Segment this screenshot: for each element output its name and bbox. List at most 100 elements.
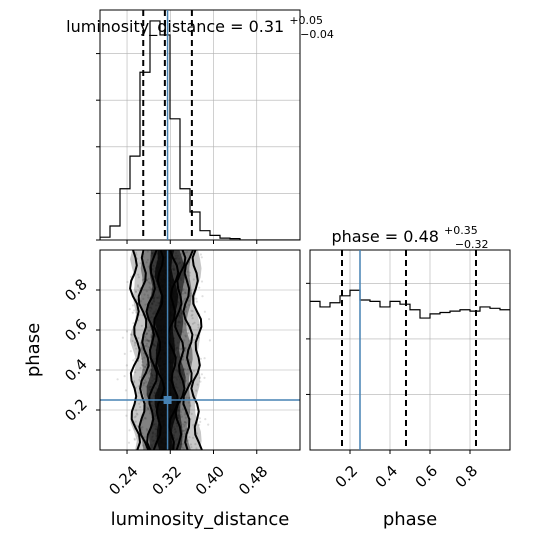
joint-sample-point <box>189 289 192 292</box>
joint-sample-point <box>188 303 191 307</box>
joint-sample-point <box>184 310 188 313</box>
joint-sample-point <box>149 333 153 337</box>
joint-sample-point <box>142 297 145 300</box>
joint-sample-point <box>127 441 131 444</box>
joint-sample-point <box>133 341 137 344</box>
joint-sample-point <box>146 258 149 261</box>
joint-sample-point <box>129 350 132 353</box>
joint-sample-point <box>187 439 190 442</box>
joint-sample-point <box>142 364 145 367</box>
joint-sample-point <box>195 300 198 303</box>
x-axis-label-luminosity-distance: luminosity_distance <box>111 509 290 530</box>
top-histogram-step <box>100 20 300 240</box>
joint-sample-point <box>183 298 186 301</box>
joint-sample-point <box>196 383 199 386</box>
joint-sample-point <box>145 428 148 431</box>
joint-contour-1-right <box>182 250 194 450</box>
joint-sample-point <box>191 317 194 320</box>
joint-contours <box>129 250 203 450</box>
joint-sample-point <box>190 309 193 312</box>
top-grid <box>100 10 300 240</box>
joint-sample-point <box>144 366 147 369</box>
joint-contour-1-left <box>137 250 150 450</box>
joint-sample-point <box>134 290 137 293</box>
joint-sample-point <box>145 344 148 347</box>
joint-sample-point <box>198 423 201 426</box>
joint-sample-point <box>137 285 140 288</box>
joint-sample-point <box>147 329 151 332</box>
title-minus: −0.04 <box>300 28 334 41</box>
joint-sample-point <box>141 360 144 364</box>
joint-sample-point <box>186 251 189 254</box>
joint-sample-point <box>194 333 197 336</box>
joint-grid <box>100 250 300 450</box>
joint-sample-point <box>148 369 151 373</box>
joint-sample-point <box>132 322 135 325</box>
joint-sample-point <box>124 389 127 392</box>
joint-sample-point <box>193 321 196 324</box>
joint-sample-point <box>182 429 185 432</box>
joint-sample-point <box>143 293 146 296</box>
joint-sample-point <box>184 290 187 293</box>
joint-sample-point <box>125 330 129 333</box>
joint-sample-point <box>147 346 150 349</box>
joint-sample-point <box>121 336 124 339</box>
joint-sample-point <box>184 429 187 432</box>
joint-sample-point <box>195 447 198 450</box>
joint-sample-point <box>139 300 142 303</box>
joint-sample-point <box>134 420 137 423</box>
joint-sample-point <box>134 290 138 293</box>
joint-sample-point <box>144 333 148 336</box>
joint-sample-point <box>142 368 145 371</box>
joint-sample-point <box>149 412 152 415</box>
phase-title: phase = 0.48 +0.35 −0.32 <box>331 219 488 251</box>
joint-sample-point <box>146 250 149 253</box>
joint-sample-point <box>145 381 148 384</box>
joint-sample-point <box>192 424 195 427</box>
joint-sample-point <box>181 442 184 446</box>
joint-sample-point <box>190 412 193 415</box>
joint-sample-point <box>183 413 186 416</box>
joint-sample-point <box>125 414 128 417</box>
joint-sample-point <box>184 297 187 300</box>
joint-sample-point <box>204 418 207 421</box>
joint-sample-point <box>200 373 203 376</box>
joint-sample-point <box>139 400 142 403</box>
phase-histogram-panel: 0.2 0.4 0.6 0.8 phase = 0.48 +0.35 −0.32 ph… <box>306 219 511 530</box>
joint-sample-point <box>203 310 206 313</box>
joint-sample-point <box>183 423 187 426</box>
joint-contour-0-right <box>190 250 203 450</box>
joint-sample-point <box>192 278 195 281</box>
phase-title-minus: −0.32 <box>455 238 489 251</box>
right-quantile-lines <box>341 250 477 450</box>
joint-sample-point <box>185 396 188 399</box>
joint-sample-point <box>203 376 206 379</box>
joint-sample-point <box>129 275 133 278</box>
joint-sample-point <box>187 332 190 335</box>
joint-sample-point <box>200 256 203 259</box>
joint-sample-point <box>136 298 139 301</box>
joint-sample-point <box>137 276 140 279</box>
joint-sample-point <box>208 339 211 342</box>
joint-sample-point <box>135 425 139 428</box>
joint-sample-point <box>186 372 189 375</box>
joint-sample-point <box>148 339 151 342</box>
joint-sample-point <box>199 357 202 360</box>
joint-sample-point <box>184 421 187 424</box>
joint-ytick-label-1: 0.4 <box>61 355 91 385</box>
joint-sample-point <box>133 309 136 312</box>
joint-contour-3-left <box>152 250 166 450</box>
joint-sample-point <box>148 286 151 289</box>
joint-sample-point <box>180 348 183 351</box>
joint-sample-point <box>138 378 141 381</box>
joint-sample-point <box>184 416 187 419</box>
x-axis-label-phase: phase <box>383 509 437 530</box>
joint-density-panel: 0.24 0.32 0.40 0.48 0.2 0.4 0.6 0.8 luminosity… <box>23 249 301 530</box>
joint-sample-point <box>132 359 135 362</box>
joint-sample-point <box>145 332 149 335</box>
joint-sample-point <box>184 335 188 338</box>
joint-sample-point <box>149 282 152 285</box>
joint-sample-point <box>199 253 202 256</box>
joint-sample-point <box>181 358 184 361</box>
